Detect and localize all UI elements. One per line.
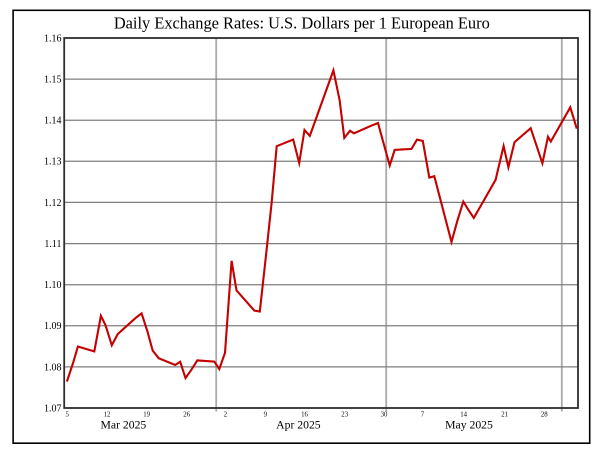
svg-text:7: 7: [421, 411, 425, 418]
svg-text:1.14: 1.14: [44, 116, 62, 127]
svg-text:Daily Exchange Rates: U.S. Dol: Daily Exchange Rates: U.S. Dollars per 1…: [114, 14, 490, 33]
svg-text:16: 16: [301, 411, 308, 418]
svg-text:1.11: 1.11: [44, 239, 61, 250]
svg-text:1.13: 1.13: [44, 157, 62, 168]
svg-text:1.10: 1.10: [44, 280, 62, 291]
svg-text:1.07: 1.07: [44, 403, 62, 414]
svg-text:28: 28: [541, 411, 548, 418]
svg-text:5: 5: [65, 411, 69, 418]
svg-text:1.08: 1.08: [44, 362, 62, 373]
svg-text:1.16: 1.16: [44, 33, 62, 44]
svg-text:1.12: 1.12: [44, 198, 62, 209]
svg-text:21: 21: [501, 411, 508, 418]
svg-text:30: 30: [381, 411, 388, 418]
svg-text:2: 2: [224, 411, 228, 418]
svg-text:Apr 2025: Apr 2025: [276, 418, 321, 431]
svg-text:19: 19: [143, 411, 150, 418]
svg-text:1.15: 1.15: [44, 75, 62, 86]
svg-text:1.09: 1.09: [44, 321, 62, 332]
svg-text:23: 23: [341, 411, 348, 418]
svg-text:9: 9: [264, 411, 268, 418]
svg-text:May 2025: May 2025: [445, 418, 493, 431]
svg-text:12: 12: [104, 411, 111, 418]
svg-text:14: 14: [460, 411, 467, 418]
svg-text:26: 26: [183, 411, 190, 418]
svg-text:Mar 2025: Mar 2025: [101, 418, 147, 431]
